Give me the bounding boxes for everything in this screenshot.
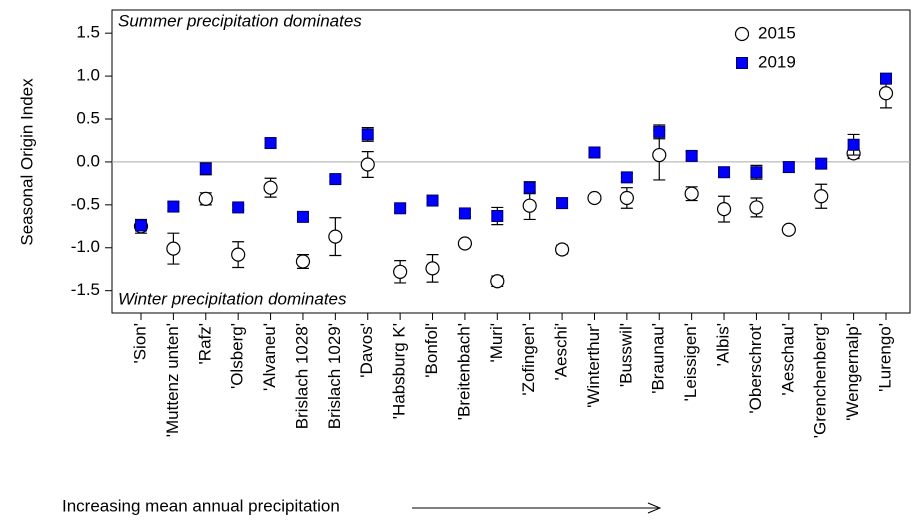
x-tick-label: 'Davos' <box>357 323 376 378</box>
point <box>135 219 147 232</box>
point <box>198 191 213 206</box>
legend-marker <box>734 26 750 42</box>
point <box>425 261 440 276</box>
x-tick-label: 'Busswil' <box>616 323 635 387</box>
y-tick-label: 0.0 <box>76 151 100 170</box>
point <box>749 200 764 215</box>
x-note: Increasing mean annual precipitation <box>62 496 340 515</box>
x-tick-label: 'Breitenbach' <box>454 323 473 420</box>
point <box>491 210 504 223</box>
point <box>588 146 601 159</box>
point <box>295 254 311 269</box>
point <box>815 157 828 170</box>
y-tick-label: -1.5 <box>71 280 100 299</box>
annotation: Winter precipitation dominates <box>118 289 347 308</box>
point <box>231 247 246 262</box>
legend-label: 2019 <box>758 52 796 71</box>
point <box>360 157 375 172</box>
x-tick-label: 'Grenchenberg' <box>811 323 830 438</box>
x-tick-label: Brislach 1029' <box>325 323 344 429</box>
point <box>653 125 666 138</box>
x-tick-label: 'Lurengo' <box>875 323 894 392</box>
x-tick-label: 'Braunau' <box>649 323 668 394</box>
x-tick-label: 'Winterthur' <box>584 323 603 408</box>
point <box>199 162 212 175</box>
x-tick-label: 'Aeschau' <box>778 323 797 396</box>
point <box>166 241 181 256</box>
point <box>880 72 892 85</box>
point <box>296 210 309 223</box>
point <box>718 166 731 179</box>
x-tick-label: 'Bonfol' <box>422 323 441 378</box>
annotation: Summer precipitation dominates <box>118 11 362 30</box>
x-tick-label: 'Rafz' <box>195 323 214 364</box>
point <box>394 202 407 215</box>
point <box>458 207 471 220</box>
point <box>329 173 342 186</box>
point <box>782 161 795 174</box>
point <box>847 138 860 151</box>
point <box>264 137 277 150</box>
point <box>393 264 408 279</box>
y-axis-label: Seasonal Origin Index <box>17 78 36 246</box>
point <box>361 128 374 141</box>
point <box>523 181 536 194</box>
point <box>652 147 667 163</box>
point <box>878 86 894 101</box>
x-tick-label: 'Wengernalp' <box>843 323 862 421</box>
point <box>781 222 796 237</box>
point <box>232 201 245 214</box>
point <box>554 242 570 257</box>
point <box>619 190 634 206</box>
point <box>328 229 343 244</box>
x-tick-label: 'Habsburg K' <box>390 323 409 419</box>
x-tick-label: Brislach 1028' <box>292 323 311 429</box>
x-tick-label: 'Albis' <box>714 323 733 366</box>
point <box>684 186 699 201</box>
y-tick-label: 1.5 <box>76 23 100 42</box>
x-tick-label: 'Aeschi' <box>552 323 571 381</box>
legend-marker <box>736 57 748 69</box>
x-tick-label: 'Alvaneu' <box>260 323 279 391</box>
point <box>167 200 180 213</box>
y-tick-label: -1.0 <box>71 237 100 256</box>
arrow-head <box>647 502 662 514</box>
x-tick-label: 'Zofingen' <box>519 323 538 396</box>
x-tick-label: 'Muri' <box>487 323 506 363</box>
point <box>685 149 698 162</box>
legend-label: 2015 <box>758 23 796 42</box>
point <box>814 189 829 204</box>
point <box>426 194 439 207</box>
point <box>556 197 569 210</box>
x-tick-label: 'Olsberg' <box>228 323 247 389</box>
y-tick-label: 0.5 <box>76 108 100 127</box>
y-tick-label: 1.0 <box>76 66 100 85</box>
x-tick-label: 'Muttenz unten' <box>163 323 182 437</box>
y-tick-label: -0.5 <box>71 194 100 213</box>
point <box>457 236 473 251</box>
point <box>716 202 732 217</box>
x-tick-label: 'Oberschrot' <box>746 323 765 414</box>
x-tick-label: 'Leissigen' <box>681 323 700 401</box>
point <box>620 171 633 184</box>
point <box>263 180 278 195</box>
point <box>490 274 505 289</box>
point <box>522 198 537 213</box>
point <box>587 190 602 206</box>
x-tick-label: 'Sion' <box>130 323 149 364</box>
point <box>750 166 763 179</box>
